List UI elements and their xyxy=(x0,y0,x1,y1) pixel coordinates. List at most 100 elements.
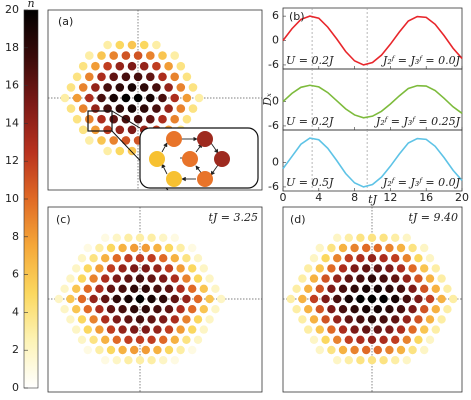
site xyxy=(95,325,104,334)
site xyxy=(402,274,411,283)
site xyxy=(350,345,359,355)
site xyxy=(153,305,162,314)
panel-label: (a) xyxy=(58,15,73,28)
colorbar-tick-label: 2 xyxy=(12,343,19,356)
site xyxy=(367,294,377,304)
site xyxy=(109,72,118,82)
site xyxy=(133,51,143,60)
site xyxy=(199,264,208,273)
site xyxy=(135,274,145,283)
site xyxy=(139,83,149,92)
site xyxy=(124,233,133,242)
site xyxy=(373,325,382,334)
site xyxy=(124,335,133,344)
site xyxy=(72,93,82,103)
site xyxy=(133,114,143,124)
site xyxy=(164,243,174,253)
site xyxy=(385,264,394,273)
panel-label: (c) xyxy=(56,213,71,226)
site xyxy=(211,284,220,293)
site xyxy=(327,284,336,293)
site xyxy=(373,284,382,293)
site xyxy=(333,356,342,365)
site xyxy=(182,114,192,124)
site xyxy=(396,243,406,253)
inset-sites xyxy=(149,131,230,187)
site xyxy=(112,356,122,365)
site xyxy=(101,356,110,365)
site xyxy=(182,294,191,304)
site xyxy=(78,61,88,71)
site xyxy=(159,356,168,365)
annotation: U = 0.2J xyxy=(286,115,334,128)
site xyxy=(391,233,400,242)
site xyxy=(103,146,112,156)
site xyxy=(147,335,156,344)
site xyxy=(127,83,137,92)
site xyxy=(304,264,313,273)
site xyxy=(188,305,197,314)
site xyxy=(391,315,400,324)
y-tick-label: 0 xyxy=(272,34,279,47)
site xyxy=(373,264,382,273)
site xyxy=(193,315,203,324)
site xyxy=(385,345,394,355)
site xyxy=(188,264,197,273)
site xyxy=(385,325,394,334)
site xyxy=(309,294,319,304)
site xyxy=(60,305,69,314)
site xyxy=(109,51,118,60)
site xyxy=(193,254,203,263)
site xyxy=(176,284,185,293)
site xyxy=(170,294,179,304)
site xyxy=(356,233,365,242)
site xyxy=(292,305,301,314)
site xyxy=(106,264,116,273)
time-label: tJ = 3.25 xyxy=(208,211,258,224)
site xyxy=(344,254,353,263)
site xyxy=(356,356,365,365)
site xyxy=(83,243,93,253)
site xyxy=(153,264,162,273)
site xyxy=(315,243,324,253)
site xyxy=(338,325,348,334)
site xyxy=(89,254,98,263)
site xyxy=(135,233,145,242)
site xyxy=(362,243,371,253)
site xyxy=(205,294,214,304)
site xyxy=(109,114,118,124)
site xyxy=(176,325,185,334)
site xyxy=(158,114,167,124)
y-tick-label: 6 xyxy=(272,9,279,22)
site xyxy=(298,274,307,283)
panel-c-frame xyxy=(47,206,263,393)
site xyxy=(91,61,100,71)
site xyxy=(391,335,400,344)
site xyxy=(443,305,452,314)
site xyxy=(304,325,313,334)
site xyxy=(97,136,106,145)
site xyxy=(158,72,167,82)
site xyxy=(77,294,87,304)
line-series xyxy=(282,137,463,188)
site xyxy=(106,345,116,355)
site xyxy=(95,243,104,253)
site xyxy=(379,335,388,344)
site xyxy=(109,136,118,145)
site xyxy=(396,284,406,293)
site xyxy=(101,233,110,242)
site xyxy=(141,264,150,273)
site xyxy=(127,146,137,156)
site xyxy=(367,335,377,344)
site xyxy=(193,294,203,304)
site xyxy=(391,356,400,365)
site xyxy=(124,315,133,324)
site xyxy=(367,356,377,365)
site xyxy=(72,325,81,334)
site xyxy=(350,264,359,273)
site xyxy=(112,335,122,344)
colorbar-tick-label: 18 xyxy=(5,41,19,54)
site xyxy=(443,284,452,293)
site xyxy=(315,325,324,334)
